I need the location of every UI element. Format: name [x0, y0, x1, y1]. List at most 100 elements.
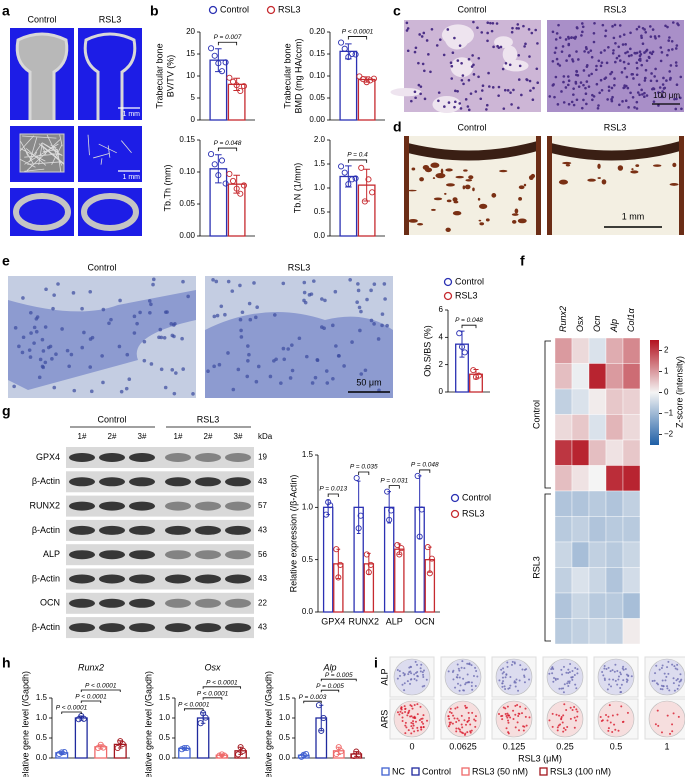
stain-dot — [664, 679, 667, 682]
nucleus — [528, 79, 532, 83]
data-point — [208, 45, 215, 52]
trabecula — [53, 146, 59, 151]
stain-dot — [513, 680, 516, 683]
cell — [88, 365, 93, 369]
nucleus — [427, 53, 430, 56]
bar — [394, 548, 405, 613]
stain-dot — [601, 670, 604, 673]
panel-label: b — [150, 3, 159, 19]
stain-dot — [505, 715, 508, 718]
y-tick-label: 1.5 — [159, 693, 171, 702]
y-axis-label: Relative gene level (/Gapdh) — [20, 671, 30, 777]
blot-band — [225, 623, 251, 633]
cell — [240, 310, 245, 315]
blot-band — [99, 501, 125, 511]
stain-dot — [571, 669, 574, 672]
blot-band — [225, 550, 251, 560]
stain-dot — [409, 704, 412, 707]
y-tick-label: 6 — [439, 305, 444, 314]
stain-dot — [470, 685, 473, 688]
stain-dot — [671, 723, 674, 726]
nucleus — [471, 54, 474, 57]
group-label: Control — [531, 400, 541, 429]
nucleus — [577, 85, 581, 88]
p-value: P = 0.003 — [299, 694, 327, 701]
stain-dot — [514, 685, 517, 688]
nucleus — [430, 28, 434, 31]
trabecula — [465, 179, 473, 182]
stain-dot — [661, 679, 664, 682]
nucleus — [626, 50, 629, 54]
cell — [380, 312, 385, 316]
cell — [101, 307, 106, 312]
cell — [324, 369, 329, 373]
legend-label: RSL3 — [462, 508, 485, 518]
trabecula — [601, 179, 607, 185]
well — [393, 658, 431, 696]
stain-dot — [678, 680, 681, 683]
stain-dot — [456, 717, 459, 720]
y-tick-label: 1.0 — [36, 713, 48, 722]
trabecula — [587, 178, 596, 182]
heat-cell — [554, 541, 573, 568]
nucleus — [633, 51, 637, 55]
group-label: RSL3 — [531, 556, 541, 579]
stain-dot — [513, 662, 516, 665]
cell — [56, 282, 60, 286]
stain-dot — [413, 703, 416, 706]
bracket — [61, 711, 82, 714]
data-point — [348, 176, 356, 183]
stain-dot — [419, 667, 422, 670]
stain-dot — [464, 723, 467, 726]
cell — [186, 294, 190, 299]
cell — [281, 346, 286, 351]
nucleus — [663, 86, 667, 90]
row-label: β-Actin — [32, 622, 60, 632]
cell — [333, 289, 338, 294]
stain-dot — [462, 677, 465, 680]
heat-cell — [554, 592, 573, 619]
data-point — [386, 516, 393, 523]
stain-dot — [569, 717, 572, 720]
trabecula — [445, 183, 455, 187]
nucleus — [552, 83, 555, 86]
nucleus — [600, 61, 604, 64]
nucleus — [419, 92, 422, 96]
nucleus — [666, 53, 669, 57]
stain-dot — [574, 667, 577, 670]
nucleus — [591, 98, 594, 102]
nucleus — [472, 20, 475, 24]
stain-dot — [404, 721, 407, 724]
stain-dot — [619, 687, 622, 690]
data-point — [208, 151, 215, 158]
stain-dot — [403, 705, 406, 708]
trabecula — [38, 142, 43, 165]
cell — [286, 347, 290, 351]
cell — [211, 278, 215, 282]
data-point — [359, 76, 367, 83]
stain-dot — [421, 671, 424, 674]
cortical-ring — [13, 193, 71, 231]
stain-dot — [672, 677, 675, 680]
nucleus — [585, 80, 589, 83]
stain-dot — [560, 716, 563, 719]
cell — [52, 385, 57, 390]
heat-cell — [588, 337, 607, 364]
data-point — [470, 367, 477, 374]
nucleus — [553, 95, 556, 99]
stain-dot — [515, 678, 518, 681]
nucleus — [665, 79, 668, 82]
y-tick-label: 0.20 — [309, 27, 325, 36]
nucleus — [583, 50, 586, 53]
trabecula — [42, 142, 59, 153]
data-point — [458, 343, 466, 350]
nucleus — [612, 36, 616, 40]
cortex — [404, 136, 409, 235]
nucleus — [486, 39, 489, 43]
y-tick-label: 0.05 — [179, 199, 195, 208]
stain-dot — [406, 714, 409, 717]
panel-label: c — [393, 3, 401, 19]
nucleus — [621, 100, 624, 103]
nucleus — [643, 79, 647, 82]
stain-dot — [457, 719, 460, 722]
